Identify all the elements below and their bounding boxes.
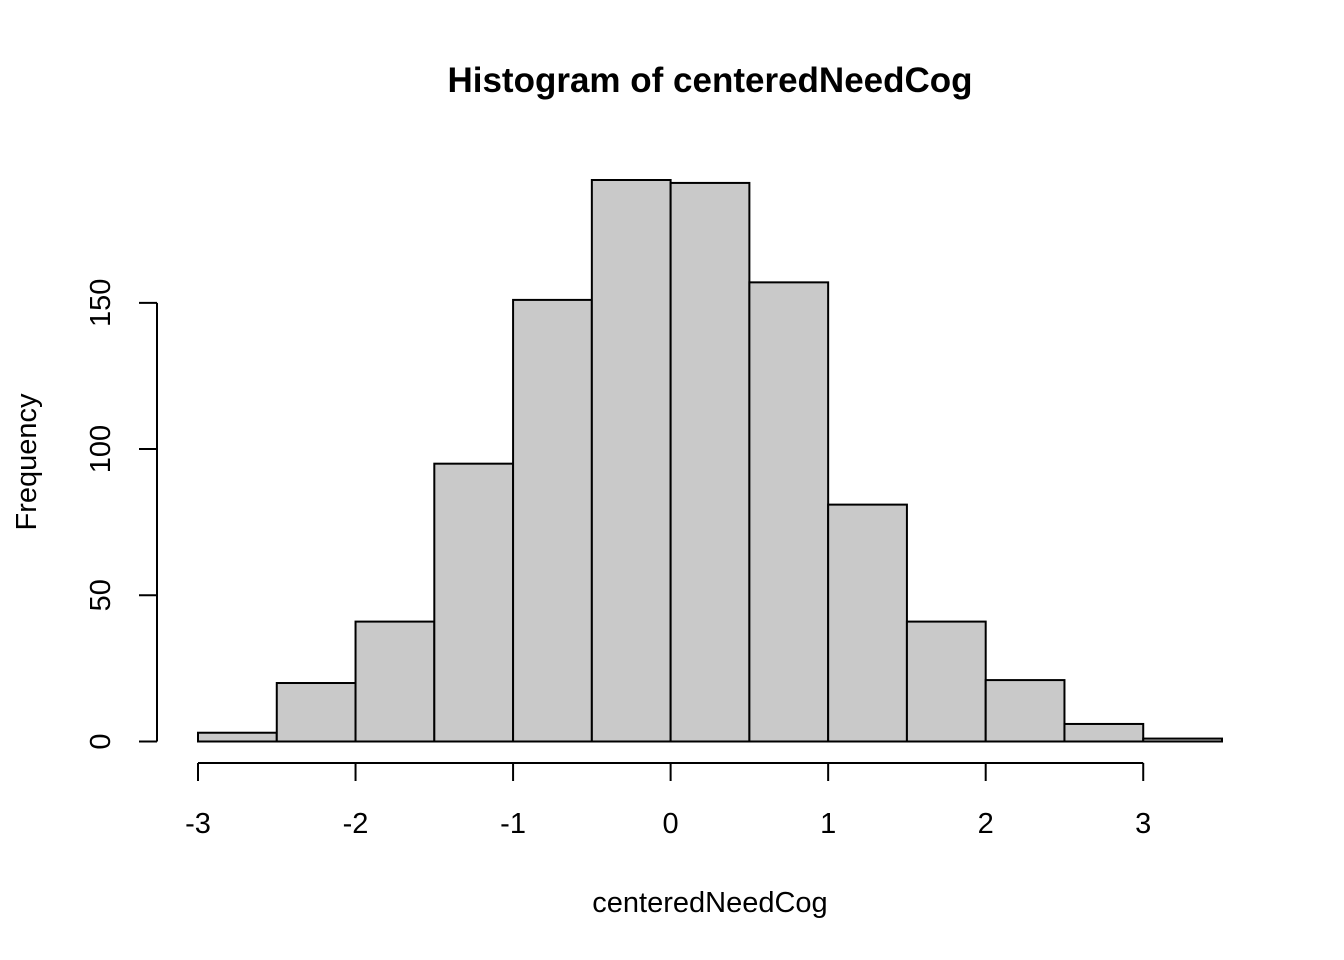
histogram-bar-6 bbox=[669, 181, 751, 743]
x-axis-label: centeredNeedCog bbox=[592, 887, 827, 919]
x-tick-label: 3 bbox=[1135, 808, 1151, 840]
chart-title: Histogram of centeredNeedCog bbox=[447, 61, 972, 100]
x-axis: -3 -2 -1 0 1 2 3 bbox=[185, 762, 1151, 840]
y-tick-label: 150 bbox=[85, 279, 117, 327]
histogram-bar-7 bbox=[748, 281, 830, 743]
histogram-bar-4 bbox=[512, 298, 593, 743]
x-tick-label: 1 bbox=[820, 808, 836, 840]
histogram-bar-0 bbox=[197, 731, 278, 743]
y-axis-label: Frequency bbox=[11, 393, 43, 531]
histogram-bar-3 bbox=[433, 462, 515, 743]
x-tick-label: -1 bbox=[500, 808, 526, 840]
x-tick-label: -2 bbox=[343, 808, 369, 840]
x-tick-label: -3 bbox=[185, 808, 211, 840]
y-tick-label: 0 bbox=[85, 733, 117, 749]
x-tick-label: 0 bbox=[663, 808, 679, 840]
histogram-bar-10 bbox=[984, 679, 1066, 743]
histogram-bar-2 bbox=[354, 620, 436, 743]
histogram-bar-8 bbox=[827, 503, 908, 743]
x-tick-label: 2 bbox=[978, 808, 994, 840]
y-axis: 0 50 100 150 bbox=[85, 279, 158, 750]
histogram-bar-12 bbox=[1142, 737, 1223, 743]
y-tick-label: 100 bbox=[85, 425, 117, 473]
y-tick-label: 50 bbox=[85, 579, 117, 611]
histogram-bars bbox=[197, 179, 1223, 743]
histogram-bar-5 bbox=[590, 179, 672, 743]
histogram-bar-11 bbox=[1063, 722, 1145, 743]
histogram-bar-1 bbox=[275, 682, 357, 743]
histogram-bar-9 bbox=[905, 620, 987, 743]
